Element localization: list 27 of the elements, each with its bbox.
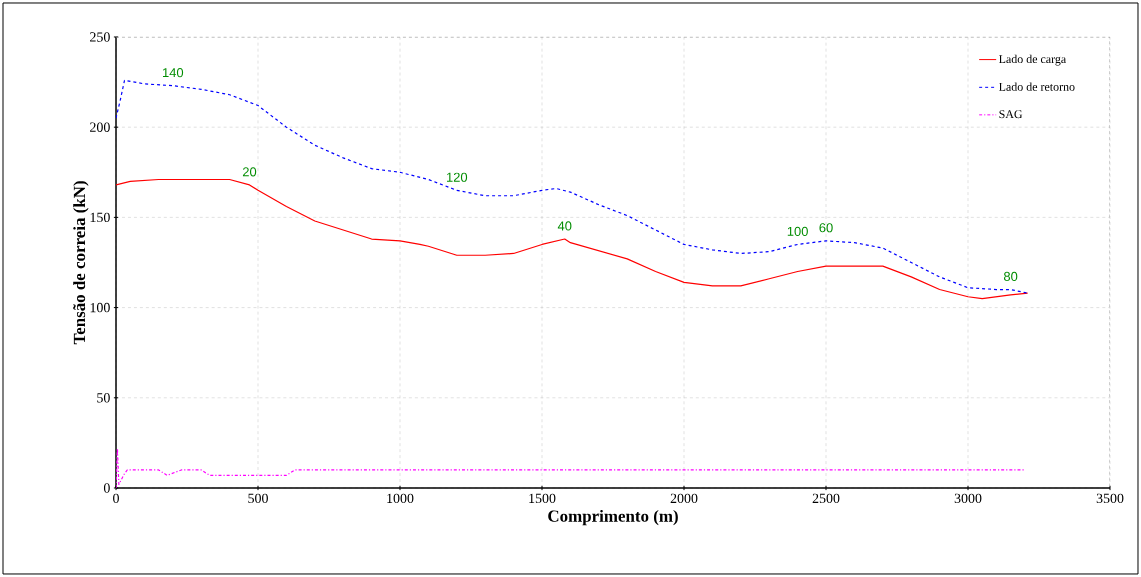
annotation: 100 — [787, 226, 808, 236]
y-tick-label: 250 — [90, 32, 110, 42]
legend-label: Lado de retorno — [999, 82, 1075, 91]
x-tick-label: 0 — [113, 493, 119, 504]
y-tick-label: 150 — [90, 212, 110, 223]
y-tick-label: 50 — [97, 393, 110, 403]
y-axis-title: Tensão de correia (kN) — [73, 181, 89, 345]
annotation: 40 — [557, 221, 572, 231]
x-tick-label: 3000 — [954, 493, 982, 504]
annotation: 80 — [1003, 271, 1018, 282]
y-tick-label: 200 — [90, 122, 110, 132]
y-tick-label: 0 — [103, 483, 110, 493]
x-tick-label: 1000 — [387, 493, 414, 504]
x-tick-label: 500 — [248, 493, 268, 504]
x-tick-label: 1500 — [529, 493, 556, 504]
line-series — [116, 447, 1026, 488]
annotation: 140 — [162, 68, 184, 78]
legend-label: SAG — [999, 110, 1023, 119]
annotation: 20 — [242, 167, 257, 177]
x-tick-label: 2500 — [812, 493, 840, 504]
x-tick-label: 3500 — [1096, 493, 1124, 504]
x-axis-title: Comprimento (m) — [548, 509, 678, 526]
legend-label: Lado de carga — [999, 54, 1066, 66]
x-tick-label: 2000 — [670, 493, 698, 504]
annotation: 120 — [446, 172, 468, 182]
y-tick-label: 100 — [90, 302, 110, 313]
annotation: 60 — [819, 223, 833, 233]
